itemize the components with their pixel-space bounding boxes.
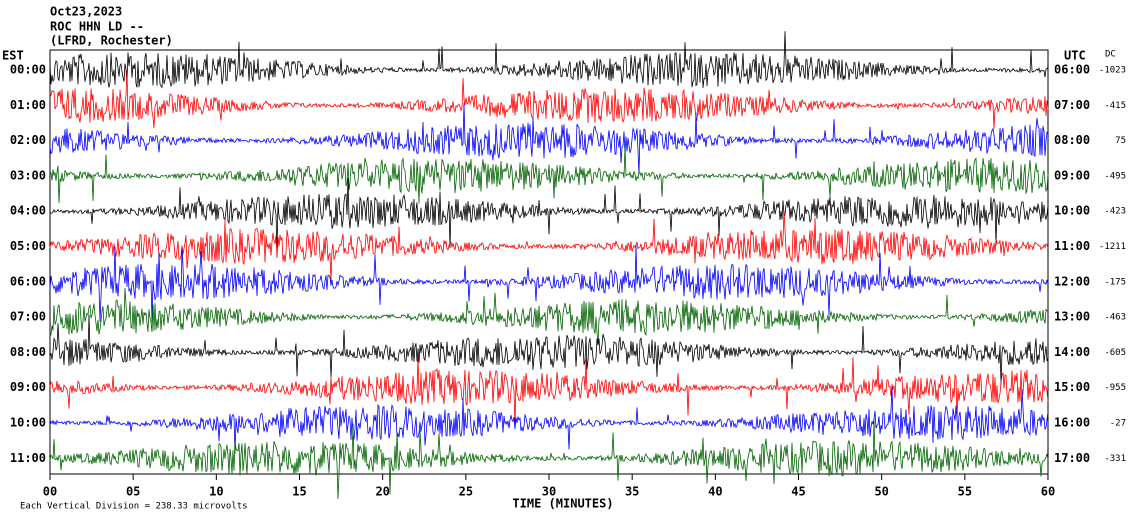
utc-label: 12:00: [1054, 274, 1090, 288]
x-tick-label: 55: [958, 485, 972, 499]
x-tick-label: 00: [43, 485, 57, 499]
dc-value: -955: [1104, 383, 1126, 393]
trace: [49, 177, 1049, 250]
est-label: 04:00: [10, 204, 46, 218]
x-tick-label: 20: [375, 485, 389, 499]
x-tick-label: 25: [459, 485, 473, 499]
est-label: 08:00: [10, 345, 46, 359]
left-label: EST: [2, 49, 24, 63]
est-label: 01:00: [10, 98, 46, 112]
utc-label: 08:00: [1054, 133, 1090, 147]
trace: [49, 417, 1049, 500]
dc-value: -495: [1104, 171, 1126, 181]
x-axis-label: TIME (MINUTES): [512, 497, 613, 511]
trace: [49, 244, 1049, 323]
dc-value: 75: [1115, 136, 1126, 146]
x-tick-label: 05: [126, 485, 140, 499]
x-tick-label: 50: [874, 485, 888, 499]
dc-value: -463: [1104, 313, 1126, 323]
title-line: ROC HHN LD --: [50, 20, 144, 34]
footnote: Each Vertical Division = 238.33 microvol…: [20, 502, 248, 512]
dc-value: -175: [1104, 277, 1126, 287]
x-tick-label: 40: [708, 485, 722, 499]
est-label: 03:00: [10, 168, 46, 182]
est-label: 09:00: [10, 380, 46, 394]
utc-label: 15:00: [1054, 380, 1090, 394]
trace: [49, 31, 1049, 89]
x-tick-label: 35: [625, 485, 639, 499]
trace: [49, 357, 1049, 428]
trace: [49, 314, 1049, 385]
dc-label: DC: [1105, 50, 1116, 60]
dc-value: -423: [1104, 207, 1126, 217]
dc-value: -605: [1104, 348, 1126, 358]
trace: [49, 387, 1049, 454]
right-label: UTC: [1064, 49, 1086, 63]
dc-value: -1211: [1099, 242, 1126, 252]
utc-label: 06:00: [1054, 63, 1090, 77]
utc-label: 10:00: [1054, 204, 1090, 218]
trace: [49, 288, 1049, 345]
trace: [49, 103, 1049, 175]
x-tick-label: 30: [542, 485, 556, 499]
trace: [49, 145, 1049, 204]
dc-value: -415: [1104, 101, 1126, 111]
title-line: (LFRD, Rochester): [50, 34, 173, 48]
est-label: 07:00: [10, 310, 46, 324]
utc-label: 17:00: [1054, 451, 1090, 465]
dc-value: -27: [1110, 419, 1126, 429]
est-label: 02:00: [10, 133, 46, 147]
x-tick-label: 10: [209, 485, 223, 499]
plot-frame: [49, 49, 1049, 475]
trace: [49, 69, 1049, 129]
traces: [49, 31, 1049, 500]
utc-label: 13:00: [1054, 310, 1090, 324]
trace: [49, 210, 1049, 282]
dc-value: -1023: [1099, 66, 1126, 76]
dc-value: -331: [1104, 454, 1126, 464]
est-label: 00:00: [10, 63, 46, 77]
x-tick-label: 15: [292, 485, 306, 499]
utc-label: 11:00: [1054, 239, 1090, 253]
utc-label: 16:00: [1054, 416, 1090, 430]
utc-label: 07:00: [1054, 98, 1090, 112]
x-tick-label: 45: [791, 485, 805, 499]
title-line: Oct23,2023: [50, 5, 122, 19]
est-label: 11:00: [10, 451, 46, 465]
utc-label: 14:00: [1054, 345, 1090, 359]
est-label: 06:00: [10, 274, 46, 288]
est-label: 05:00: [10, 239, 46, 253]
utc-label: 09:00: [1054, 168, 1090, 182]
est-label: 10:00: [10, 416, 46, 430]
x-tick-label: 60: [1041, 485, 1055, 499]
